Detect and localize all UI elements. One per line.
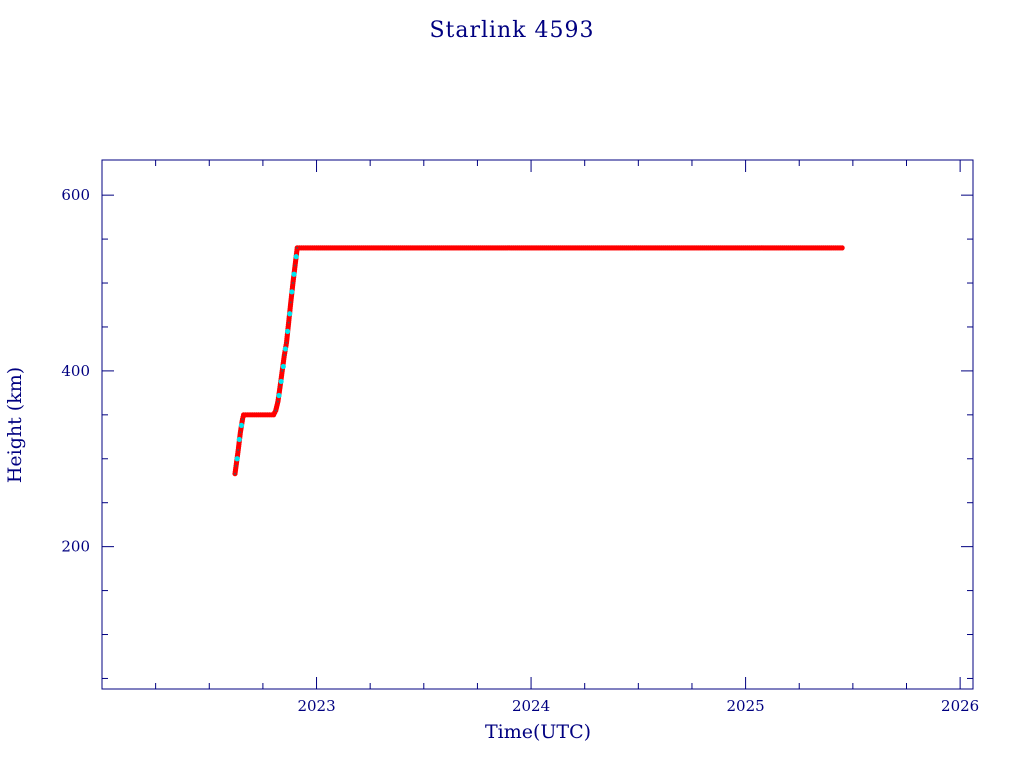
data-point-core — [283, 354, 286, 357]
data-point — [280, 363, 286, 370]
marker-cores — [234, 246, 299, 475]
data-point — [287, 311, 293, 317]
x-tick-label: 2023 — [297, 697, 335, 715]
y-tick-label: 200 — [61, 538, 90, 556]
plot-frame — [101, 159, 974, 690]
data-point-core — [279, 385, 282, 388]
data-point-core — [291, 282, 294, 285]
x-axis-label: Time(UTC) — [485, 721, 591, 743]
x-tick-label: 2024 — [512, 697, 550, 715]
data-point-core — [287, 321, 290, 324]
series-0 — [232, 245, 845, 477]
data-point — [839, 245, 845, 251]
x-tick-label: 2025 — [727, 697, 765, 715]
data-point — [293, 254, 299, 260]
data-point — [284, 328, 291, 334]
data-point-core — [239, 431, 242, 434]
data-point-core — [237, 448, 240, 451]
data-point-core — [274, 409, 277, 412]
data-point-core — [294, 264, 297, 267]
y-tick-label: 400 — [61, 362, 90, 380]
data-point-core — [281, 369, 284, 372]
y-axis-label: Height (km) — [4, 367, 26, 483]
data-point — [282, 346, 289, 352]
data-point — [278, 378, 284, 385]
data-point — [238, 422, 245, 428]
data-point — [289, 289, 295, 295]
series-1 — [234, 254, 299, 462]
data-point — [291, 271, 297, 277]
data-points — [232, 245, 845, 477]
data-point-core — [289, 301, 292, 304]
data-point-core — [234, 472, 237, 475]
data-point-core — [235, 464, 238, 467]
x-tick-label: 2026 — [941, 697, 979, 715]
y-tick-label: 600 — [61, 186, 90, 204]
data-point-core — [285, 341, 288, 344]
data-point-core — [296, 246, 299, 249]
tick-labels: 2023 2024 2025 2026 200 400 600 — [61, 186, 979, 715]
axis-ticks — [101, 160, 973, 689]
data-point-core — [276, 400, 279, 403]
data-point — [236, 436, 242, 443]
data-point — [234, 456, 240, 462]
data-point — [276, 392, 282, 399]
chart-title: Starlink 4593 — [429, 18, 594, 43]
data-point-core — [241, 418, 244, 421]
